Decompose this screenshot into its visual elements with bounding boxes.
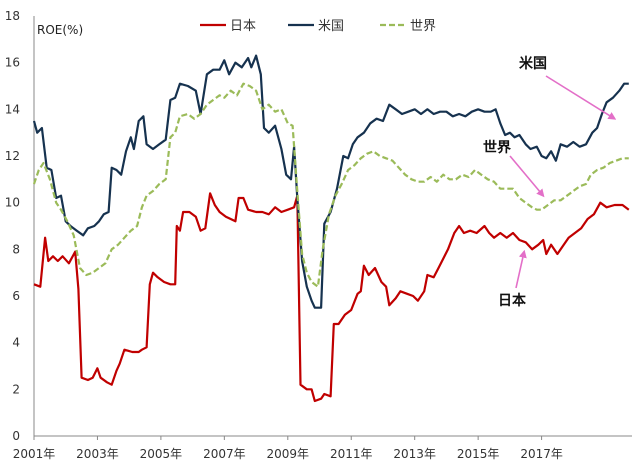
annotation-label: 米国 [519,55,547,72]
x-tick-label: 2017年 [520,447,563,461]
legend-label: 米国 [318,19,344,34]
series-line-japan [33,192,630,403]
legend-label: 世界 [410,19,436,34]
y-tick-label: 16 [5,56,20,70]
x-tick-marks-and-labels: 2001年 2003年 2005年 2007年 2009年 2011年 2013年 2015年… [13,436,563,461]
y-tick-label: 2 [12,382,20,396]
x-tick-label: 2003年 [76,447,119,461]
series-line-usa [32,54,629,309]
y-tick-label: 8 [12,242,20,256]
series-line-world [32,82,629,288]
x-tick-label: 2009年 [267,447,310,461]
x-tick-label: 2001年 [13,447,56,461]
legend-label: 日本 [230,19,256,34]
y-tick-label: 10 [5,196,20,210]
annotation-arrow [515,249,527,289]
y-tick-labels: 0 2 4 6 8 10 12 14 16 18 [5,9,20,443]
x-axis: 2001年 2003年 2005年 2007年 2009年 2011年 2013年 2015年… [13,435,632,461]
series-lines [32,54,630,403]
annotation-label: 日本 [498,292,527,309]
annotation-label: 世界 [483,139,512,156]
y-tick-label: 0 [12,429,20,443]
y-tick-label: 12 [5,149,20,163]
y-tick-label: 6 [12,289,20,303]
y-tick-label: 14 [5,102,20,116]
x-tick-label: 2005年 [140,447,183,461]
legend: 日本 米国 世界 [200,19,436,34]
x-tick-label: 2007年 [203,447,246,461]
y-axis: 0 2 4 6 8 10 12 14 16 18 ROE(%) [5,9,83,443]
annotation-arrow [509,155,545,198]
x-tick-label: 2013年 [393,447,436,461]
y-tick-label: 18 [5,9,20,23]
y-tick-label: 4 [12,336,20,350]
x-tick-label: 2011年 [330,447,373,461]
y-axis-label: ROE(%) [37,23,83,37]
x-tick-label: 2015年 [457,447,500,461]
annotation-arrow [545,75,617,120]
